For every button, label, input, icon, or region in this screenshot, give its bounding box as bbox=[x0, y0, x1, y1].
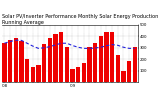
Bar bbox=[31, 67, 35, 82]
Text: Solar PV/Inverter Performance Monthly Solar Energy Production Running Average: Solar PV/Inverter Performance Monthly So… bbox=[2, 14, 158, 25]
Bar bbox=[19, 41, 24, 82]
Bar bbox=[104, 32, 108, 82]
Bar bbox=[25, 59, 29, 82]
Bar bbox=[70, 69, 75, 82]
Bar bbox=[65, 47, 69, 82]
Bar bbox=[42, 44, 46, 82]
Bar bbox=[8, 40, 12, 82]
Bar bbox=[116, 55, 120, 82]
Bar bbox=[127, 61, 131, 82]
Bar bbox=[76, 67, 80, 82]
Bar bbox=[36, 65, 40, 82]
Bar bbox=[110, 32, 114, 82]
Bar bbox=[14, 38, 18, 82]
Bar bbox=[99, 36, 103, 82]
Bar bbox=[121, 71, 126, 82]
Bar bbox=[87, 47, 92, 82]
Bar bbox=[82, 63, 86, 82]
Bar bbox=[93, 43, 97, 82]
Bar bbox=[48, 38, 52, 82]
Bar bbox=[133, 47, 137, 82]
Bar bbox=[2, 43, 7, 82]
Bar bbox=[53, 34, 58, 82]
Bar bbox=[59, 32, 63, 82]
